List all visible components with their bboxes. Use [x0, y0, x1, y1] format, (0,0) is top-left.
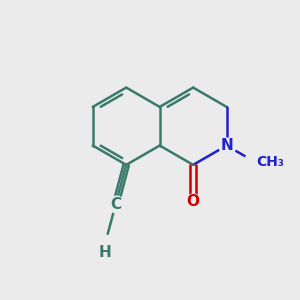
Text: CH₃: CH₃ [256, 155, 284, 169]
Text: C: C [110, 196, 121, 211]
Text: O: O [187, 194, 200, 209]
Text: N: N [220, 138, 233, 153]
Text: H: H [99, 245, 112, 260]
